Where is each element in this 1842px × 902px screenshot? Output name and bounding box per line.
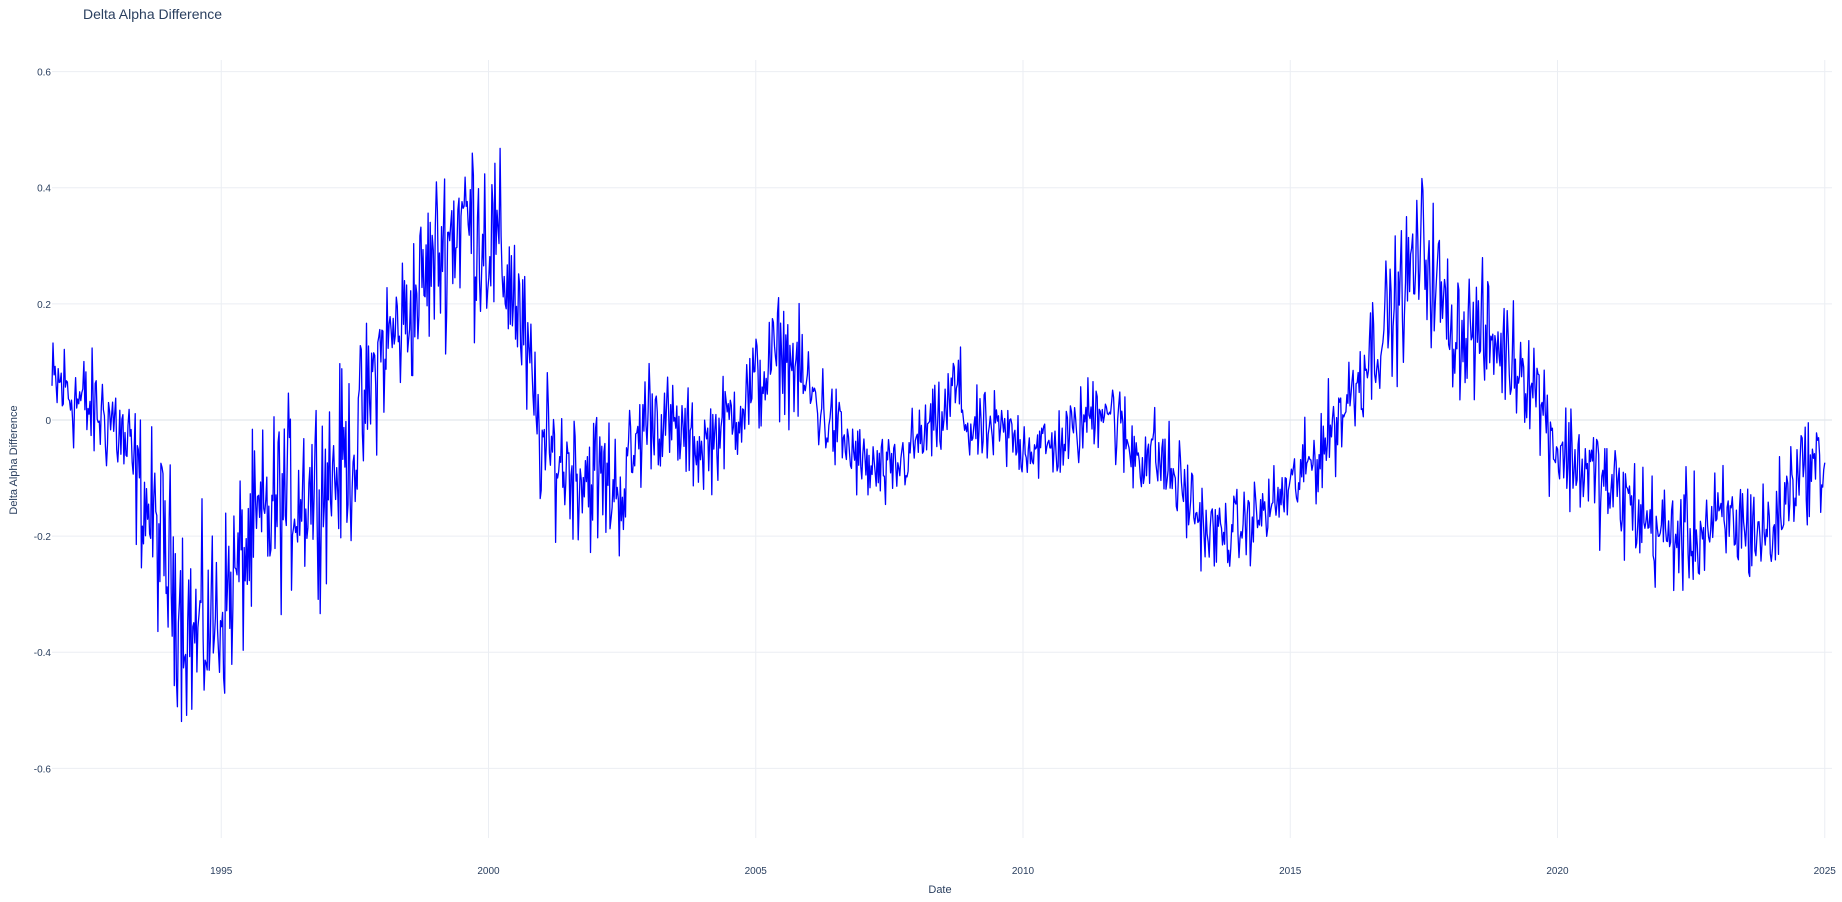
series-layer bbox=[51, 147, 1826, 723]
y-tick-label: 0.2 bbox=[37, 300, 51, 311]
chart-title: Delta Alpha Difference bbox=[83, 6, 223, 22]
x-tick-label: 2020 bbox=[1546, 866, 1569, 877]
y-tick-label: -0.2 bbox=[34, 532, 52, 543]
x-tick-label: 1995 bbox=[210, 866, 233, 877]
x-tick-label: 2025 bbox=[1814, 866, 1837, 877]
y-tick-label: -0.6 bbox=[34, 764, 52, 775]
y-axis-title: Delta Alpha Difference bbox=[8, 405, 20, 514]
x-tick-label: 2000 bbox=[477, 866, 500, 877]
y-tick-label: -0.4 bbox=[34, 648, 52, 659]
y-tick-label: 0.6 bbox=[37, 68, 51, 79]
axis-ticks: 1995 2000 2005 2010 2015 2020 2025 0.6 0.4 0.2 0 -0… bbox=[34, 68, 1837, 877]
x-tick-label: 2005 bbox=[745, 866, 768, 877]
x-tick-label: 2015 bbox=[1279, 866, 1302, 877]
x-tick-label: 2010 bbox=[1012, 866, 1035, 877]
series-line[interactable] bbox=[51, 147, 1826, 723]
y-tick-label: 0 bbox=[45, 416, 51, 427]
y-tick-label: 0.4 bbox=[37, 184, 51, 195]
x-axis-title: Date bbox=[928, 884, 951, 896]
